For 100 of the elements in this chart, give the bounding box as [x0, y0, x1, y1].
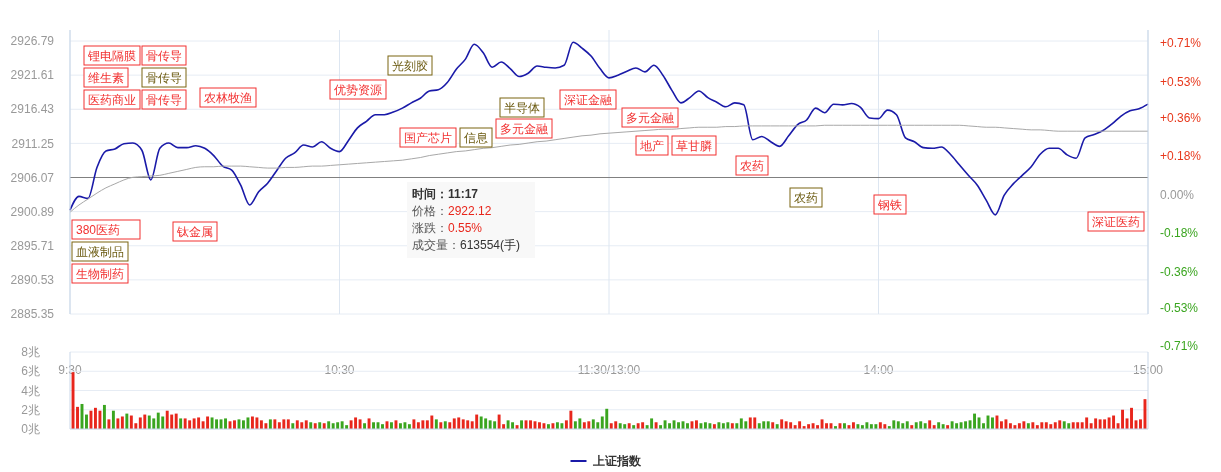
- bar: [493, 421, 497, 429]
- y-tick-label: 2921.61: [10, 68, 55, 83]
- bar: [120, 416, 124, 429]
- y-tick-label: 8兆: [21, 345, 40, 360]
- y-tick-label: 2885.35: [10, 307, 55, 322]
- bar: [1044, 422, 1048, 429]
- annotation: 成交量：613554(手): [412, 238, 521, 252]
- bar: [703, 422, 707, 429]
- bar: [573, 421, 577, 429]
- bar: [1112, 415, 1116, 429]
- bar: [129, 415, 133, 429]
- bar: [650, 418, 654, 429]
- bar: [497, 414, 501, 429]
- bar: [555, 422, 559, 429]
- x-tick-label: 11:30/13:00: [577, 363, 641, 377]
- annotation: 草甘膦: [676, 139, 712, 153]
- bar: [762, 421, 766, 429]
- annotation: 信息: [464, 131, 488, 145]
- bar: [430, 415, 434, 429]
- annotation: 骨传导: [146, 49, 182, 63]
- y-tick-label: 2兆: [21, 402, 40, 417]
- bar: [300, 422, 304, 429]
- annotation: 国产芯片: [404, 131, 452, 145]
- bar: [1121, 409, 1125, 429]
- bar: [1053, 422, 1057, 429]
- bar: [479, 416, 483, 429]
- bar: [865, 422, 869, 429]
- bar: [233, 420, 236, 429]
- bar: [511, 422, 515, 429]
- bar: [991, 417, 994, 429]
- bar: [250, 416, 254, 429]
- y2-tick-label: +0.36%: [1160, 110, 1202, 125]
- bar: [268, 419, 272, 429]
- bar: [739, 418, 743, 429]
- bar: [1004, 419, 1008, 429]
- annotation: 深证金融: [564, 93, 612, 107]
- bar: [98, 410, 102, 429]
- bar: [457, 417, 461, 429]
- y2-tick-label: 0.00%: [1160, 187, 1195, 202]
- x-tick-label: 14:00: [863, 363, 894, 377]
- annotation: 血液制品: [76, 245, 124, 259]
- bar: [111, 410, 115, 429]
- bar: [286, 419, 290, 429]
- bar: [937, 422, 941, 429]
- bar: [475, 414, 479, 429]
- bar: [425, 420, 429, 429]
- bar: [412, 419, 416, 429]
- bar: [780, 419, 784, 429]
- bar: [277, 422, 281, 429]
- y-tick-label: 2926.79: [10, 34, 55, 49]
- annotation: 地产: [639, 139, 664, 153]
- bar: [192, 418, 196, 429]
- annotation: 多元金融: [626, 111, 674, 125]
- bar: [170, 414, 174, 429]
- bar: [434, 419, 438, 429]
- bar: [1085, 417, 1089, 429]
- annotation: 农药: [794, 191, 818, 205]
- annotation: 医药商业: [88, 93, 136, 107]
- bar: [596, 422, 600, 429]
- y-tick-label: 2890.53: [10, 273, 55, 288]
- annotation: 农药: [740, 159, 764, 173]
- bar: [1040, 422, 1044, 429]
- y-tick-label: 2906.07: [10, 170, 55, 185]
- bar: [367, 418, 371, 429]
- bar: [197, 417, 201, 429]
- bar: [224, 418, 227, 429]
- bar: [905, 421, 909, 429]
- bar: [851, 422, 855, 429]
- bar: [914, 422, 918, 429]
- bar: [138, 417, 142, 429]
- annotation: 维生素: [88, 71, 124, 85]
- bar: [188, 420, 192, 429]
- bar: [448, 422, 452, 429]
- annotation: 涨跌：0.55%: [412, 221, 483, 235]
- bar: [255, 417, 259, 429]
- y-tick-label: 6兆: [21, 364, 40, 379]
- bar: [748, 417, 752, 429]
- bar: [484, 418, 488, 429]
- bar: [466, 420, 470, 429]
- annotation: 钛金属: [176, 225, 213, 239]
- bar: [538, 422, 541, 429]
- bar: [892, 420, 896, 429]
- bar: [1107, 417, 1111, 429]
- bar: [614, 421, 618, 429]
- bar: [1062, 421, 1066, 429]
- bar: [488, 420, 492, 429]
- annotation: 光刻胶: [392, 59, 428, 73]
- annotation: 深证医药: [1092, 215, 1140, 229]
- bar: [798, 421, 802, 429]
- bar: [506, 420, 510, 429]
- bar: [677, 422, 680, 429]
- bar: [161, 416, 165, 429]
- annotation: 生物制药: [76, 267, 124, 281]
- bar: [242, 420, 245, 429]
- x-tick-label: 15:00: [1132, 363, 1164, 377]
- bar: [273, 419, 277, 429]
- bar: [403, 422, 407, 429]
- annotation: 半导体: [504, 101, 540, 115]
- bar: [443, 421, 447, 429]
- bar: [107, 419, 111, 429]
